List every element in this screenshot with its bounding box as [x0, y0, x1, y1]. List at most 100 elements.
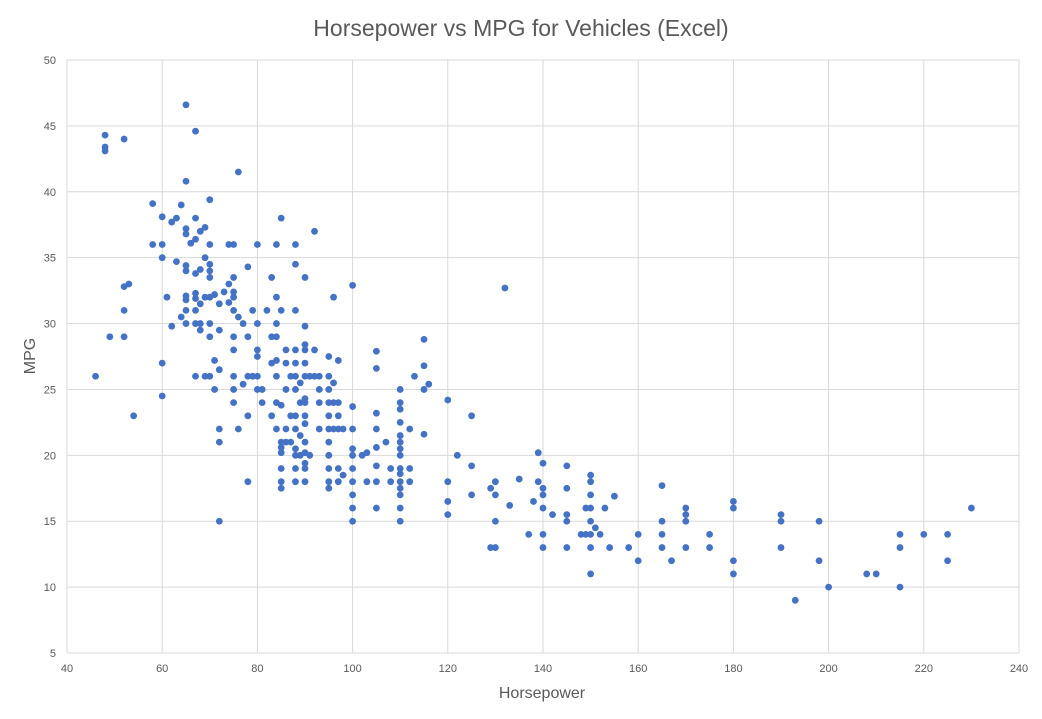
y-tick-label: 5 [50, 648, 56, 660]
data-point [863, 570, 871, 578]
data-point [230, 372, 238, 380]
data-point [606, 544, 614, 551]
data-point [373, 504, 380, 512]
data-point [396, 517, 404, 525]
data-point [192, 372, 199, 380]
data-point [896, 531, 904, 538]
y-tick-label: 15 [44, 516, 56, 528]
data-point [315, 425, 323, 433]
data-point [196, 326, 204, 334]
data-point [311, 227, 318, 235]
data-point [277, 306, 285, 314]
data-point [196, 227, 204, 235]
x-axis-label: Horsepower [499, 685, 586, 702]
data-point [325, 451, 333, 459]
data-point [168, 218, 176, 226]
x-tick-label: 40 [61, 663, 73, 675]
data-point [339, 425, 347, 433]
data-point [277, 465, 285, 472]
data-point [682, 511, 690, 519]
data-point [563, 517, 571, 525]
data-point [349, 478, 356, 486]
data-point [292, 465, 299, 472]
data-point [334, 465, 342, 472]
data-point [411, 372, 418, 380]
data-point [173, 214, 180, 222]
data-point [315, 399, 323, 407]
data-point [125, 280, 133, 288]
data-point [206, 241, 214, 248]
data-point [244, 263, 252, 271]
data-point [587, 531, 594, 538]
data-point [373, 478, 380, 486]
data-point [273, 372, 280, 380]
data-point [706, 531, 713, 538]
data-point [730, 498, 737, 505]
data-point [296, 379, 304, 387]
data-point [230, 241, 238, 248]
data-point [425, 380, 433, 388]
data-point [292, 445, 299, 453]
data-point [444, 396, 452, 404]
data-point [306, 372, 314, 380]
data-point [158, 213, 166, 221]
data-point [944, 557, 951, 565]
data-point [582, 504, 590, 512]
data-point [325, 353, 333, 360]
data-point [492, 517, 499, 525]
data-point [277, 484, 285, 492]
data-point [325, 478, 333, 486]
data-point [244, 478, 252, 486]
data-point [292, 425, 299, 433]
data-point [268, 274, 276, 281]
data-point [325, 425, 333, 433]
data-point [230, 293, 238, 301]
data-point [492, 544, 499, 551]
data-point [234, 313, 242, 321]
data-point [325, 372, 333, 380]
data-point [163, 293, 171, 301]
data-point [396, 432, 404, 439]
data-point [896, 583, 904, 591]
data-point [244, 372, 252, 380]
data-point [315, 386, 323, 393]
data-point [254, 320, 261, 327]
data-point [301, 459, 309, 467]
y-axis-label: MPG [22, 338, 39, 374]
data-point [206, 196, 214, 204]
data-point [682, 517, 690, 525]
data-point [301, 478, 309, 486]
data-point [539, 504, 547, 512]
data-point [234, 425, 242, 433]
data-point [292, 241, 299, 248]
data-point [230, 333, 238, 341]
data-point [282, 346, 290, 354]
data-point [396, 399, 404, 407]
y-tick-label: 50 [44, 55, 56, 67]
data-point [273, 293, 280, 301]
data-point [273, 320, 280, 327]
x-tick-label: 180 [724, 663, 742, 675]
y-tick-label: 10 [44, 582, 56, 594]
data-point [373, 425, 380, 433]
data-point [396, 405, 404, 413]
x-tick-label: 140 [534, 663, 552, 675]
data-point [287, 412, 295, 420]
data-point [201, 223, 209, 231]
data-point [444, 478, 452, 486]
data-point [325, 399, 333, 407]
data-point [254, 346, 261, 354]
data-point [453, 451, 461, 459]
data-point [406, 425, 414, 433]
data-point [292, 478, 299, 486]
y-tick-label: 40 [44, 187, 56, 199]
data-point [334, 399, 342, 407]
data-point [258, 399, 266, 407]
data-point [396, 470, 404, 478]
data-point [944, 531, 951, 538]
data-point [363, 449, 371, 457]
data-point [182, 225, 190, 233]
data-point [192, 306, 199, 314]
